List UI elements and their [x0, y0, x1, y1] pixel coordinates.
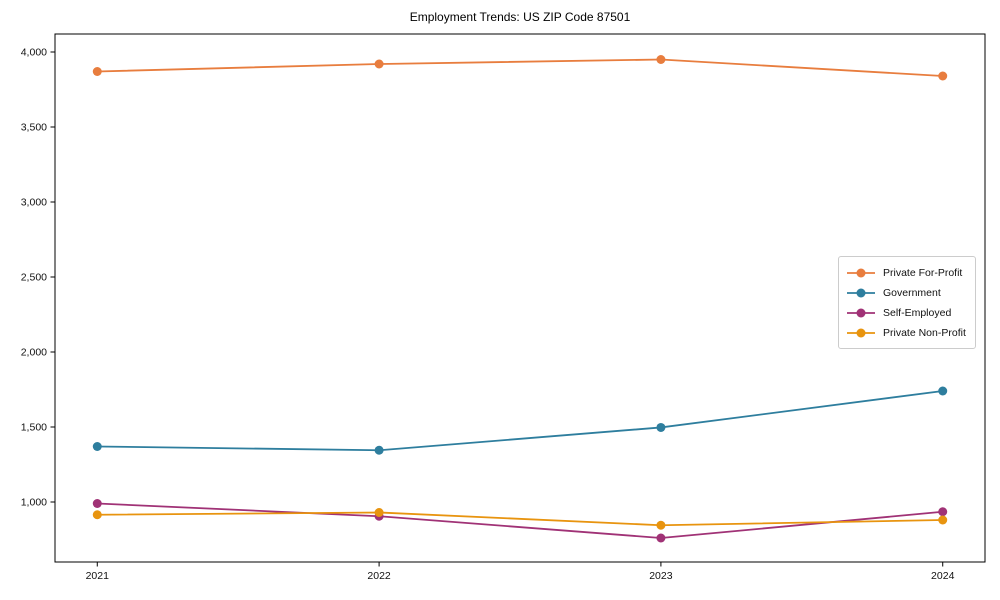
- x-tick-label: 2023: [649, 570, 673, 582]
- legend-line-marker-icon: [847, 268, 875, 277]
- series-marker: [92, 510, 102, 520]
- series-marker: [656, 55, 666, 64]
- y-tick-label: 3,000: [21, 197, 47, 209]
- legend-item: Self-Employed: [846, 303, 966, 322]
- legend-label: Private Non-Profit: [883, 326, 966, 339]
- x-tick-label: 2022: [367, 570, 391, 582]
- series-marker: [374, 59, 384, 69]
- legend-line-marker-icon: [847, 288, 875, 297]
- y-tick-label: 2,500: [21, 272, 47, 284]
- series-line: [97, 58, 943, 77]
- legend: Private For-Profit Government Self-Employe…: [838, 256, 976, 349]
- legend-label: Self-Employed: [883, 306, 952, 319]
- chart-title: Employment Trends: US ZIP Code 87501: [409, 10, 631, 24]
- series-marker: [938, 386, 948, 396]
- legend-label: Private For-Profit: [883, 266, 963, 279]
- series-line: [97, 390, 943, 452]
- y-tick-label: 2,000: [21, 347, 47, 359]
- legend-line-marker-icon: [847, 328, 875, 337]
- series-line: [97, 502, 943, 539]
- series-marker: [656, 422, 666, 432]
- series-marker: [92, 442, 102, 451]
- series-marker: [938, 71, 948, 81]
- series-marker: [656, 533, 666, 543]
- plot-border: [54, 33, 986, 563]
- series-marker: [92, 67, 102, 76]
- legend-item: Private Non-Profit: [846, 323, 966, 342]
- y-tick-label: 3,500: [21, 122, 47, 134]
- series-line: [97, 511, 943, 527]
- legend-item: Government: [846, 283, 966, 302]
- y-tick-label: 1,000: [21, 497, 47, 509]
- series-marker: [938, 507, 948, 517]
- x-tick-label: 2021: [86, 570, 110, 582]
- y-tick-label: 1,500: [21, 422, 47, 434]
- series-marker: [92, 499, 102, 508]
- series-marker: [374, 508, 384, 517]
- series-marker: [656, 520, 666, 530]
- legend-item: Private For-Profit: [846, 263, 966, 282]
- y-tick-label: 4,000: [21, 47, 47, 59]
- x-tick-label: 2024: [931, 570, 955, 582]
- series-marker: [938, 515, 948, 525]
- legend-label: Government: [883, 286, 941, 299]
- series-marker: [374, 445, 384, 455]
- legend-line-marker-icon: [847, 308, 875, 317]
